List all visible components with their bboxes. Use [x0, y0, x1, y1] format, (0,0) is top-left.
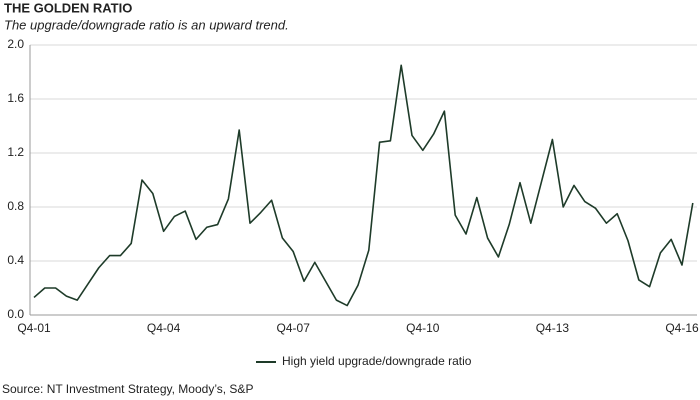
x-tick-label: Q4-01	[17, 321, 51, 335]
chart-subtitle: The upgrade/downgrade ratio is an upward…	[4, 17, 289, 32]
y-tick-label: 2.0	[7, 37, 24, 51]
x-tick-label: Q4-04	[147, 321, 181, 335]
x-tick-label: Q4-07	[277, 321, 311, 335]
chart-title: THE GOLDEN RATIO	[4, 0, 132, 15]
y-tick-label: 0.4	[7, 253, 24, 267]
y-tick-label: 0.8	[7, 199, 24, 213]
y-tick-label: 1.6	[7, 91, 24, 105]
x-tick-label: Q4-16	[665, 321, 699, 335]
source: Source: NT Investment Strategy, Moody’s,…	[2, 382, 253, 396]
x-tick-label: Q4-13	[536, 321, 570, 335]
y-tick-label: 0.0	[7, 307, 24, 321]
legend-label: High yield upgrade/downgrade ratio	[282, 354, 472, 368]
x-tick-label: Q4-10	[406, 321, 440, 335]
line-series	[33, 64, 694, 307]
y-tick-label: 1.2	[7, 145, 24, 159]
